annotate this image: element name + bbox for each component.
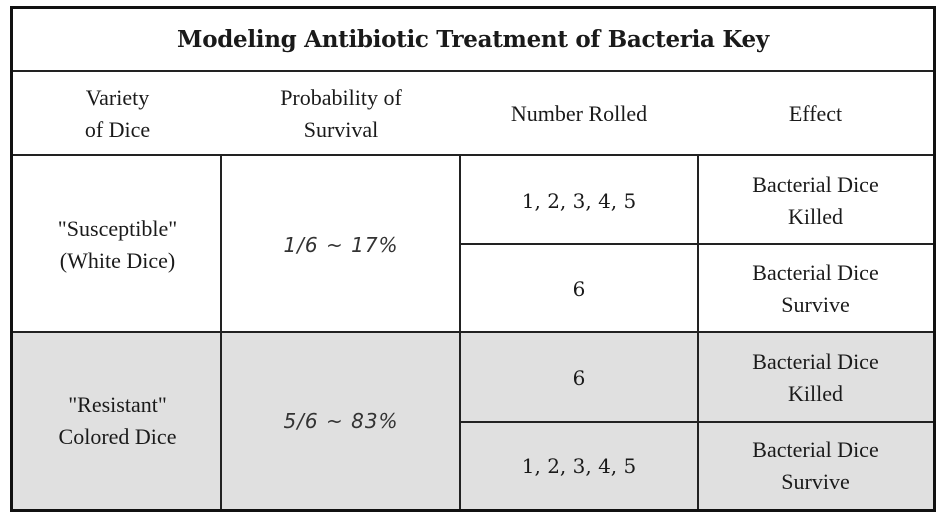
divider — [220, 155, 222, 509]
effect-cell: Bacterial Dice Survive — [752, 437, 879, 494]
variety-resistant: "Resistant" Colored Dice — [58, 392, 177, 449]
rolled-cell: 6 — [572, 276, 586, 301]
header-variety: Variety of Dice — [84, 85, 151, 142]
rolled-cell: 1, 2, 3, 4, 5 — [521, 188, 637, 213]
effect-cell: Bacterial Dice Killed — [752, 348, 879, 406]
probability-susceptible: 1/6 ~ 17% — [283, 232, 399, 257]
divider — [459, 155, 461, 509]
variety-susceptible: "Susceptible" (White Dice) — [57, 215, 178, 273]
effect-cell: Bacterial Dice Survive — [752, 259, 879, 317]
rolled-cell: 1, 2, 3, 4, 5 — [521, 454, 637, 478]
divider — [10, 154, 936, 156]
header-probability: Probability of Survival — [280, 85, 402, 142]
divider — [10, 70, 936, 72]
divider — [10, 331, 936, 333]
table-title: Modeling Antibiotic Treatment of Bacteri… — [177, 26, 769, 53]
header-effect: Effect — [788, 101, 843, 126]
divider — [697, 155, 699, 509]
rolled-cell: 6 — [572, 365, 586, 390]
effect-cell: Bacterial Dice Killed — [752, 171, 879, 229]
header-number-rolled: Number Rolled — [510, 101, 648, 126]
probability-resistant: 5/6 ~ 83% — [283, 409, 399, 433]
table-border — [10, 6, 936, 512]
